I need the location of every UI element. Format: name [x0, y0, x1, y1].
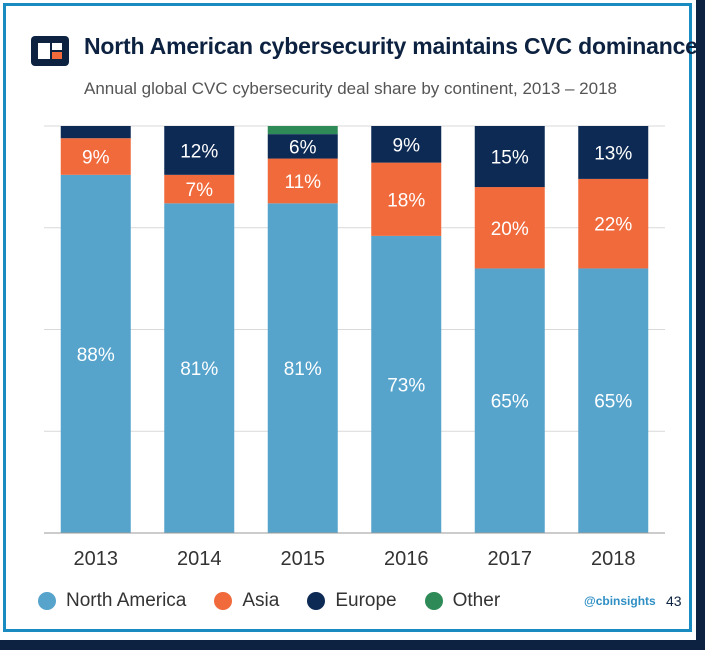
data-label: 22%	[594, 215, 632, 236]
data-label: 88%	[77, 345, 115, 366]
bar-segment-asia-2014	[164, 174, 235, 204]
legend-item-north-america: North America	[38, 590, 186, 612]
bar-segment-other-2015	[267, 126, 338, 135]
legend-swatch	[307, 592, 326, 610]
bar-segment-north-america-2013	[60, 174, 131, 533]
page-number: 43	[666, 593, 682, 609]
chart-legend: North America Asia Europe Other	[38, 590, 528, 612]
bar-segment-europe-2018	[578, 126, 649, 179]
right-edge-bar	[696, 0, 705, 650]
data-label: 11%	[284, 172, 321, 193]
chart-subtitle: Annual global CVC cybersecurity deal sha…	[84, 79, 618, 98]
data-label: 81%	[180, 359, 218, 380]
data-label: 65%	[491, 392, 529, 413]
x-tick-label: 2016	[384, 548, 429, 570]
data-label: 65%	[594, 392, 632, 413]
data-label: 7%	[186, 180, 214, 201]
bar-segment-europe-2017	[474, 126, 545, 188]
legend-item-asia: Asia	[214, 590, 279, 612]
data-label: 15%	[491, 148, 529, 169]
bar-segment-north-america-2018	[578, 268, 649, 533]
legend-swatch	[424, 592, 443, 610]
bar-segment-asia-2015	[267, 158, 338, 204]
x-tick-label: 2015	[281, 548, 326, 570]
data-label: 9%	[82, 148, 110, 169]
data-label: 9%	[393, 135, 421, 156]
x-tick-label: 2013	[74, 548, 119, 570]
bottom-edge-bar	[0, 640, 705, 650]
bar-segment-europe-2015	[267, 134, 338, 159]
legend-label: North America	[66, 590, 187, 611]
x-tick-label: 2014	[177, 548, 222, 570]
data-label: 81%	[284, 359, 322, 380]
bar-segment-asia-2017	[474, 187, 545, 269]
bar-segment-north-america-2014	[164, 203, 235, 533]
x-tick-label: 2017	[488, 548, 533, 570]
bar-segment-asia-2016	[371, 162, 442, 236]
cbinsights-logo-icon	[31, 36, 69, 66]
legend-swatch	[214, 592, 233, 610]
twitter-handle: @cbinsights	[584, 594, 656, 608]
bar-segment-north-america-2017	[474, 268, 545, 533]
chart-title: North American cybersecurity maintains C…	[84, 33, 698, 59]
legend-item-other: Other	[424, 590, 501, 612]
bar-segment-asia-2013	[60, 138, 131, 175]
legend-label: Europe	[335, 590, 397, 611]
bar-segment-europe-2013	[60, 126, 131, 139]
bar-segment-asia-2018	[578, 178, 649, 269]
data-label: 12%	[180, 141, 218, 162]
bar-segment-europe-2016	[371, 126, 442, 163]
bar-segment-north-america-2015	[267, 203, 338, 533]
x-tick-label: 2018	[591, 548, 636, 570]
legend-label: Asia	[242, 590, 280, 611]
bar-segment-europe-2014	[164, 126, 235, 175]
data-label: 6%	[289, 137, 317, 158]
slide-frame	[3, 3, 692, 632]
bar-segment-north-america-2016	[371, 235, 442, 533]
legend-item-europe: Europe	[307, 590, 397, 612]
data-label: 18%	[387, 190, 425, 211]
legend-label: Other	[452, 590, 501, 611]
data-label: 13%	[594, 143, 632, 164]
data-label: 73%	[387, 375, 425, 396]
legend-swatch	[38, 592, 56, 610]
data-label: 20%	[491, 219, 529, 240]
